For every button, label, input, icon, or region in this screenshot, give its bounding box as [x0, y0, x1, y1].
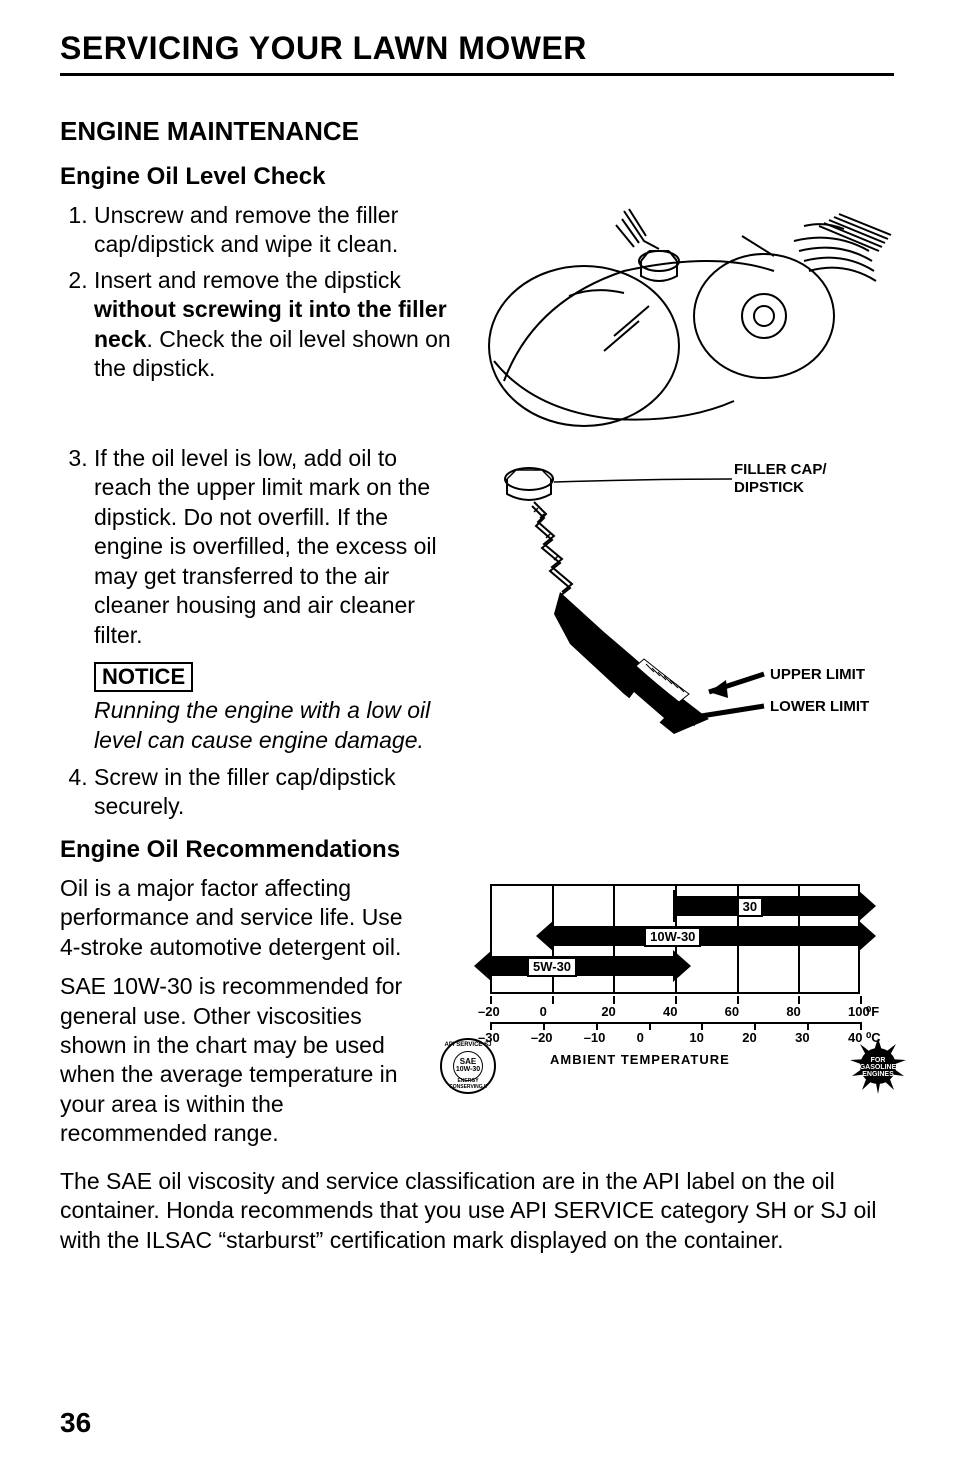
step-2-tail: . Check the oil level shown on the dipst…	[94, 326, 451, 381]
ilsac-starburst-badge: FOR GASOLINE ENGINES	[850, 1038, 906, 1094]
tick-c	[701, 1022, 703, 1030]
step-1: Unscrew and remove the filler cap/dipsti…	[94, 201, 454, 260]
oil-rec-p1: Oil is a major factor affecting performa…	[60, 874, 420, 962]
oil-check-heading: Engine Oil Level Check	[60, 163, 894, 191]
unit-f: ⁰F	[866, 1004, 879, 1020]
tick-c	[490, 1022, 492, 1030]
oil-rec-heading: Engine Oil Recommendations	[60, 836, 894, 864]
tick-f	[552, 996, 554, 1004]
tick-c	[807, 1022, 809, 1030]
tick-f	[798, 996, 800, 1004]
viscosity-band	[552, 926, 860, 946]
tick-label-f: 80	[786, 1004, 800, 1019]
arrowhead-right	[858, 890, 876, 922]
arrowhead-left	[536, 920, 554, 952]
tick-label-f: 60	[725, 1004, 739, 1019]
viscosity-band-label: 10W-30	[644, 927, 701, 947]
svg-text:GASOLINE: GASOLINE	[860, 1064, 897, 1071]
oil-rec-p3: The SAE oil viscosity and service classi…	[60, 1167, 894, 1255]
step-2: Insert and remove the dipstick without s…	[94, 266, 454, 384]
tick-f	[675, 996, 677, 1004]
viscosity-band	[490, 956, 675, 976]
tick-label-c: 30	[795, 1030, 809, 1045]
label-filler-cap: FILLER CAP/	[734, 461, 827, 478]
tick-label-c: –20	[531, 1030, 553, 1045]
tick-label-f: 0	[540, 1004, 547, 1019]
arrowhead-right	[673, 950, 691, 982]
step-2-lead: Insert and remove the dipstick	[94, 267, 401, 293]
step-3: If the oil level is low, add oil to reac…	[94, 444, 454, 650]
arrowhead-left	[474, 950, 492, 982]
arrowhead-right	[858, 920, 876, 952]
tick-label-c: 0	[637, 1030, 644, 1045]
notice-box: NOTICE	[94, 662, 193, 692]
tick-f	[860, 996, 862, 1004]
viscosity-chart: 3010W-305W-30–20020406080100⁰F–30–20–100…	[440, 874, 920, 1124]
tick-label-c: 20	[742, 1030, 756, 1045]
viscosity-band-label: 30	[737, 897, 763, 917]
viscosity-band	[675, 896, 860, 916]
tick-label-f: 20	[601, 1004, 615, 1019]
tick-label-f: 40	[663, 1004, 677, 1019]
tick-c	[543, 1022, 545, 1030]
tick-f	[737, 996, 739, 1004]
oil-rec-p2: SAE 10W-30 is recommended for general us…	[60, 972, 420, 1149]
label-lower-limit: LOWER LIMIT	[770, 698, 869, 715]
tick-c	[754, 1022, 756, 1030]
band-stub	[673, 890, 677, 922]
axis-label: AMBIENT TEMPERATURE	[550, 1052, 730, 1067]
viscosity-band-label: 5W-30	[527, 957, 577, 977]
section-heading: ENGINE MAINTENANCE	[60, 116, 894, 147]
tick-c	[860, 1022, 862, 1030]
notice-text: Running the engine with a low oil level …	[94, 696, 454, 755]
api-service-badge: API SERVICE SJ SAE10W-30 ENERGY CONSERVI…	[440, 1038, 496, 1094]
tick-label-c: 10	[689, 1030, 703, 1045]
tick-label-c: –10	[584, 1030, 606, 1045]
axis-line-c	[490, 1022, 860, 1024]
engine-illustration	[474, 201, 894, 431]
tick-f	[490, 996, 492, 1004]
label-upper-limit: UPPER LIMIT	[770, 666, 865, 683]
page-title: SERVICING YOUR LAWN MOWER	[60, 30, 894, 76]
tick-c	[649, 1022, 651, 1030]
page-number: 36	[60, 1407, 91, 1439]
tick-c	[596, 1022, 598, 1030]
svg-text:ENGINES: ENGINES	[862, 1071, 894, 1078]
tick-label-f: –20	[478, 1004, 500, 1019]
svg-text:FOR: FOR	[871, 1057, 886, 1064]
tick-f	[613, 996, 615, 1004]
step-4: Screw in the filler cap/dipstick securel…	[94, 763, 454, 822]
dipstick-illustration: FILLER CAP/ DIPSTICK UPPER LIMIT LOWER L…	[474, 444, 894, 744]
label-dipstick: DIPSTICK	[734, 479, 804, 496]
